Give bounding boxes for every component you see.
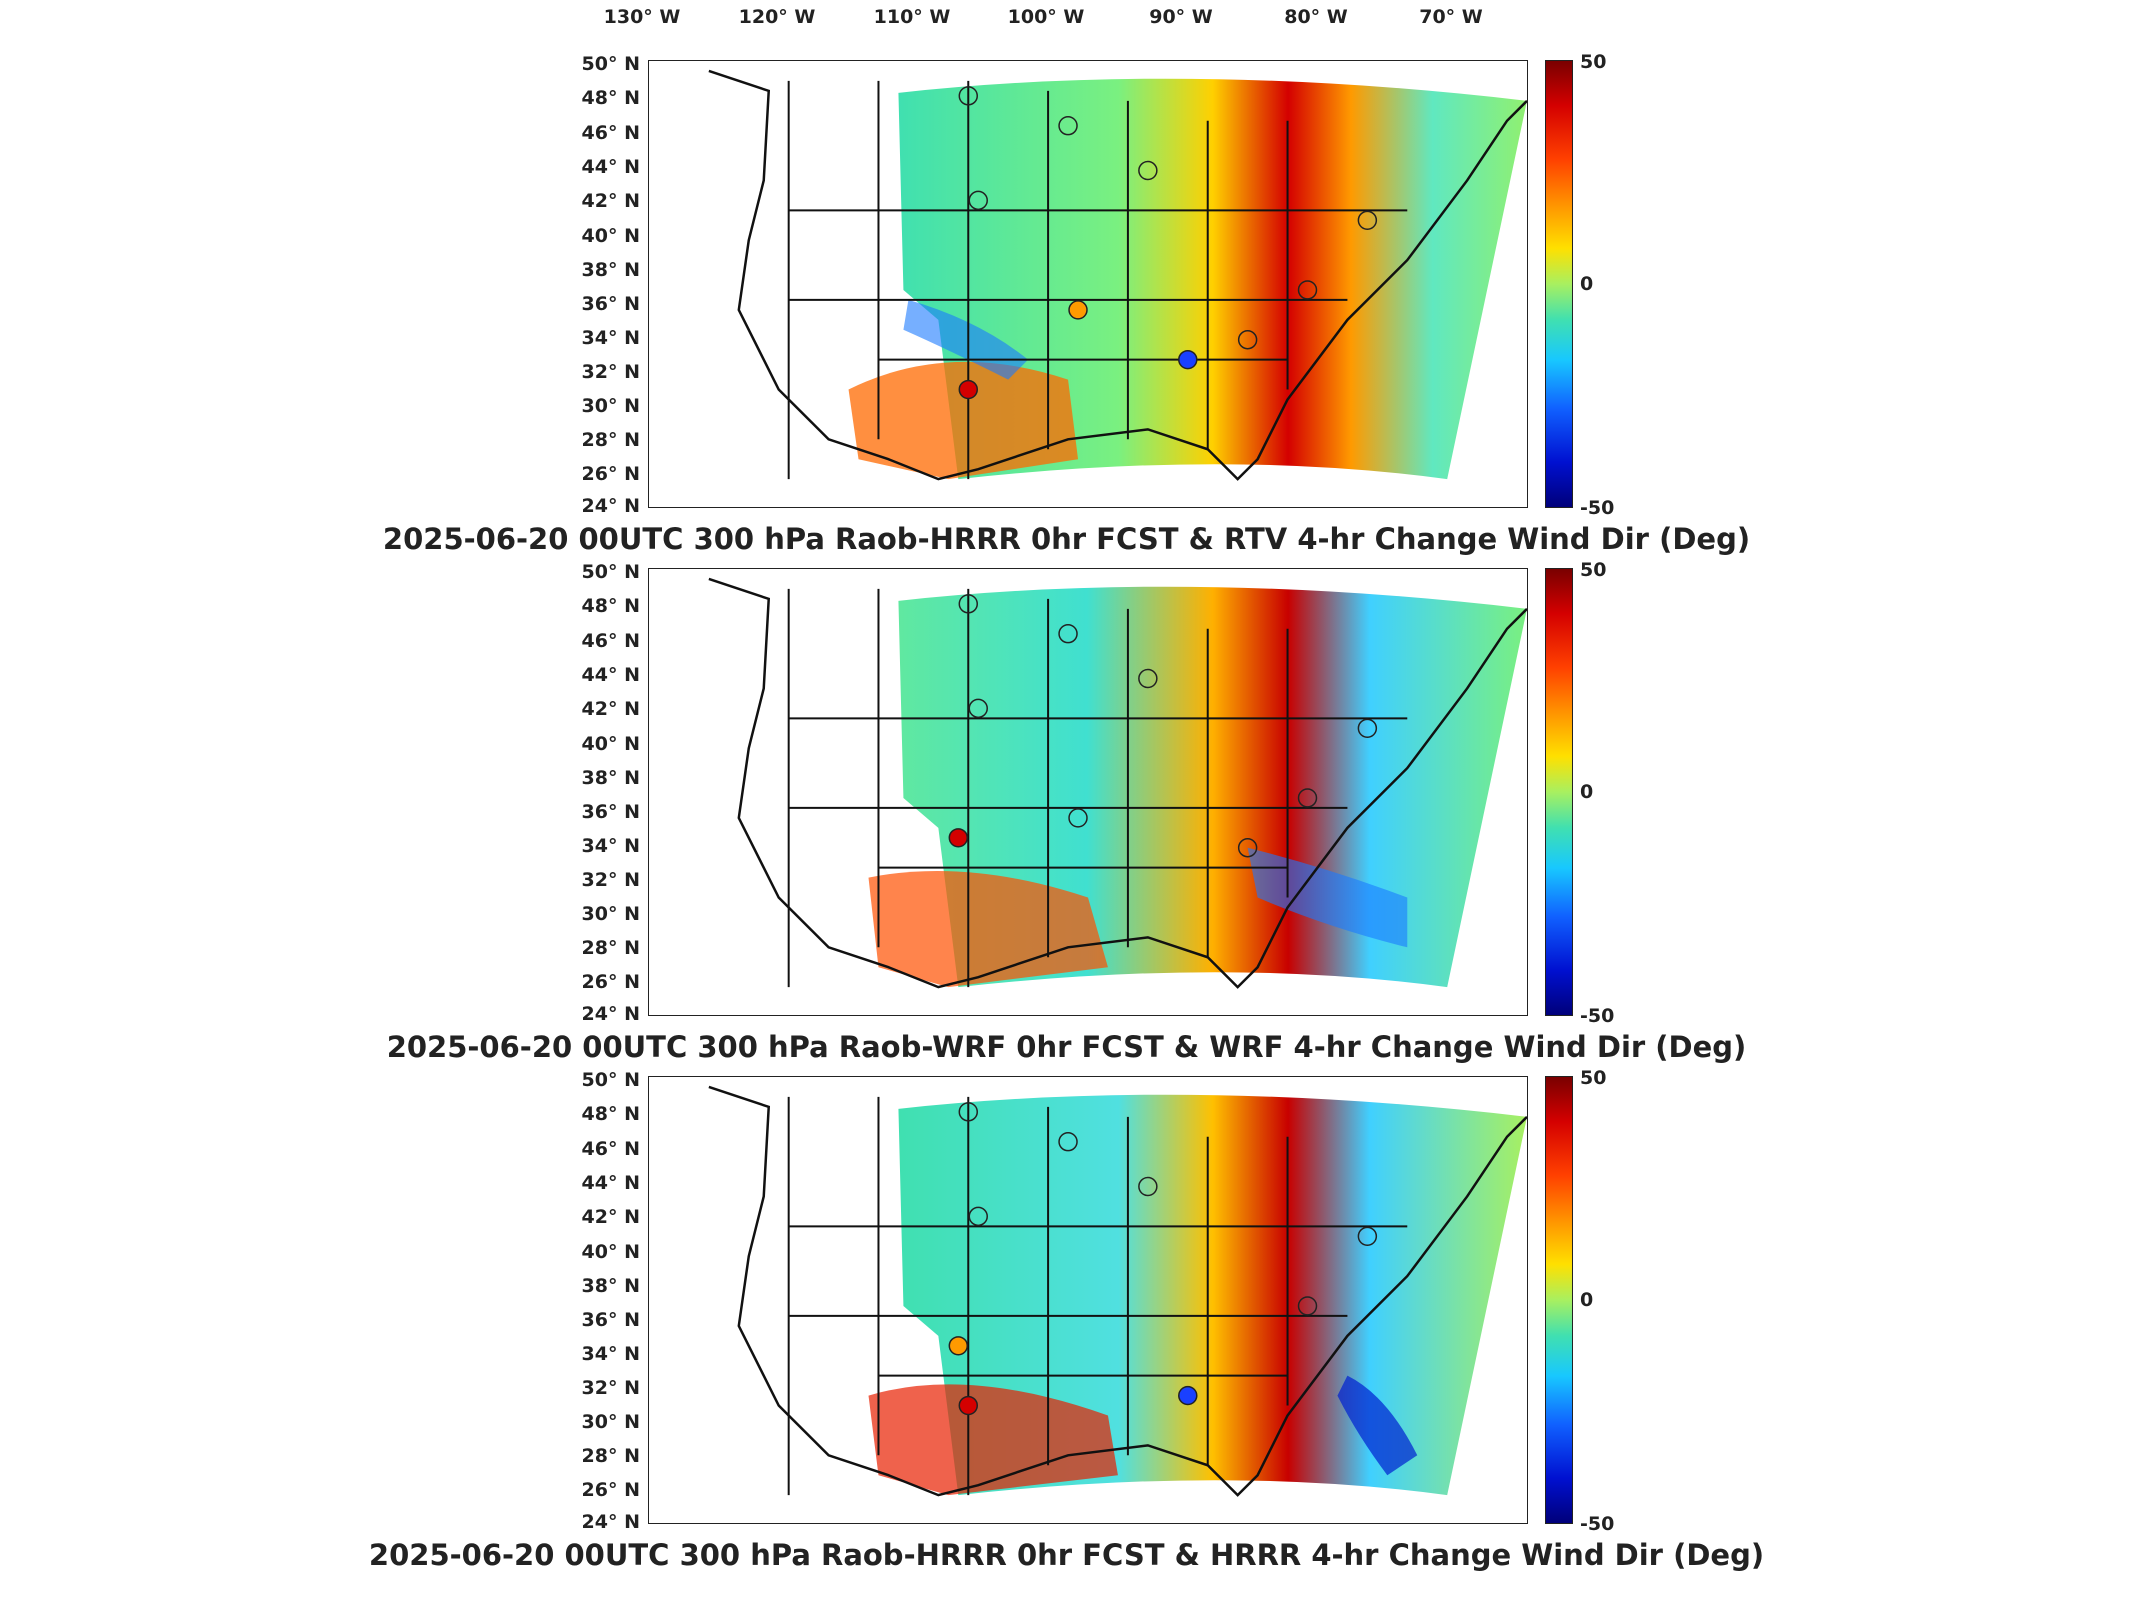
- colorbar-mid-label: 0: [1580, 273, 1594, 295]
- lat-label: 46° N: [581, 630, 640, 652]
- lon-label: 110° W: [873, 6, 951, 28]
- station-markers: [958, 86, 1378, 400]
- lat-label: 42° N: [581, 698, 640, 720]
- lon-label: 130° W: [603, 6, 681, 28]
- lat-label: 36° N: [581, 1309, 640, 1331]
- lon-label: 80° W: [1284, 6, 1348, 28]
- lat-label: 38° N: [581, 259, 640, 281]
- state-lines: [787, 588, 1408, 988]
- lat-label: 40° N: [581, 225, 640, 247]
- lat-label: 32° N: [581, 869, 640, 891]
- lat-label: 28° N: [581, 429, 640, 451]
- lat-label: 26° N: [581, 1479, 640, 1501]
- map-frame: [648, 1076, 1528, 1524]
- colorbar: [1545, 1076, 1573, 1524]
- warm-band: [868, 1384, 1118, 1496]
- lat-label: 38° N: [581, 767, 640, 789]
- colorbar-max-label: 50: [1580, 51, 1607, 73]
- lat-label: 48° N: [581, 87, 640, 109]
- lat-label: 40° N: [581, 733, 640, 755]
- lon-label: 120° W: [738, 6, 816, 28]
- lat-label: 50° N: [581, 53, 640, 75]
- panel-title: 2025-06-20 00UTC 300 hPa Raob-WRF 0hr FC…: [386, 1030, 1747, 1064]
- colorbar-mid-label: 0: [1580, 781, 1594, 803]
- map-frame: [648, 568, 1528, 1016]
- state-lines: [787, 80, 1408, 480]
- lat-label: 34° N: [581, 1343, 640, 1365]
- warm-band: [848, 361, 1079, 480]
- cool-band: [1337, 1375, 1418, 1476]
- lon-label: 90° W: [1149, 6, 1213, 28]
- colorbar-min-label: -50: [1580, 1513, 1615, 1535]
- us-outline: [708, 1085, 1527, 1497]
- lat-label: 50° N: [581, 561, 640, 583]
- lat-label: 44° N: [581, 1172, 640, 1194]
- map-canvas: [708, 1085, 1527, 1497]
- colorbar-mid-label: 0: [1580, 1289, 1594, 1311]
- lat-label: 28° N: [581, 937, 640, 959]
- lat-label: 48° N: [581, 1103, 640, 1125]
- lat-label: 38° N: [581, 1275, 640, 1297]
- us-outline: [708, 577, 1527, 989]
- lat-label: 24° N: [581, 1511, 640, 1533]
- colorbar-max-label: 50: [1580, 559, 1607, 581]
- lat-label: 26° N: [581, 971, 640, 993]
- lat-label: 40° N: [581, 1241, 640, 1263]
- lat-label: 34° N: [581, 327, 640, 349]
- lat-label: 32° N: [581, 361, 640, 383]
- lat-label: 42° N: [581, 1206, 640, 1228]
- lat-label: 24° N: [581, 495, 640, 517]
- lat-label: 44° N: [581, 664, 640, 686]
- colorbar-min-label: -50: [1580, 497, 1615, 519]
- lat-label: 50° N: [581, 1069, 640, 1091]
- us-outline: [708, 69, 1527, 481]
- lat-label: 36° N: [581, 801, 640, 823]
- lat-label: 48° N: [581, 595, 640, 617]
- lat-label: 46° N: [581, 122, 640, 144]
- lat-label: 36° N: [581, 293, 640, 315]
- lat-label: 42° N: [581, 190, 640, 212]
- lat-label: 32° N: [581, 1377, 640, 1399]
- colorbar-max-label: 50: [1580, 1067, 1607, 1089]
- map-frame: [648, 60, 1528, 508]
- colorbar-min-label: -50: [1580, 1005, 1615, 1027]
- colorbar: [1545, 60, 1573, 508]
- lat-label: 34° N: [581, 835, 640, 857]
- panel-title: 2025-06-20 00UTC 300 hPa Raob-HRRR 0hr F…: [382, 522, 1751, 556]
- colorbar: [1545, 568, 1573, 1016]
- lat-label: 30° N: [581, 1411, 640, 1433]
- map-canvas: [708, 577, 1527, 989]
- lat-label: 28° N: [581, 1445, 640, 1467]
- state-lines: [787, 1096, 1408, 1496]
- lon-label: 70° W: [1419, 6, 1483, 28]
- station-markers: [948, 1102, 1378, 1416]
- lat-label: 44° N: [581, 156, 640, 178]
- lat-label: 30° N: [581, 395, 640, 417]
- lat-label: 26° N: [581, 463, 640, 485]
- lat-label: 24° N: [581, 1003, 640, 1025]
- lat-label: 46° N: [581, 1138, 640, 1160]
- station-markers: [948, 594, 1378, 858]
- lon-label: 100° W: [1007, 6, 1085, 28]
- map-canvas: [708, 69, 1527, 481]
- lat-label: 30° N: [581, 903, 640, 925]
- panel-title: 2025-06-20 00UTC 300 hPa Raob-HRRR 0hr F…: [368, 1538, 1765, 1572]
